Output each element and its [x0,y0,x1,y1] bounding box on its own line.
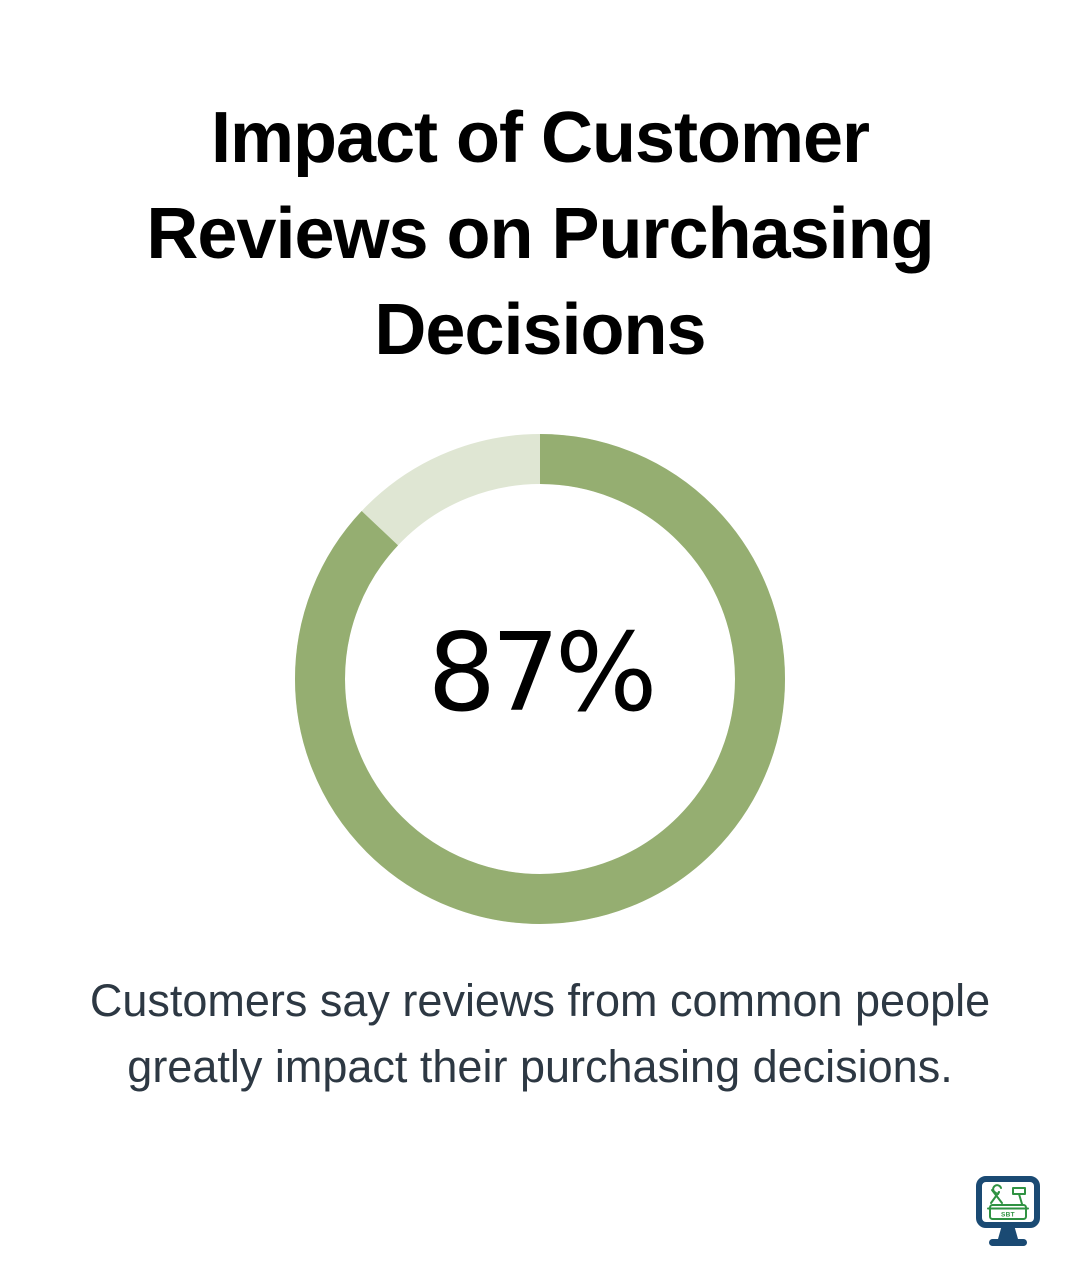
toolbox-body [989,1204,1027,1220]
toolbox-icon: SBT [987,1184,1029,1220]
hammer-icon [1012,1187,1026,1205]
donut-center-label: 87% [427,610,657,736]
donut-rings [295,434,785,924]
caption-text: Customers say reviews from common people… [89,975,991,1092]
monitor-stand [998,1225,1018,1239]
donut-segment-value [295,434,785,924]
page-title: Impact of Customer Reviews on Purchasing… [146,98,934,370]
sbt-logo: SBT [976,1176,1040,1246]
logo-text: SBT [1001,1212,1015,1219]
donut-chart: 87% [295,434,785,924]
monitor-base [989,1239,1027,1246]
wrench-handle [991,1189,1003,1204]
